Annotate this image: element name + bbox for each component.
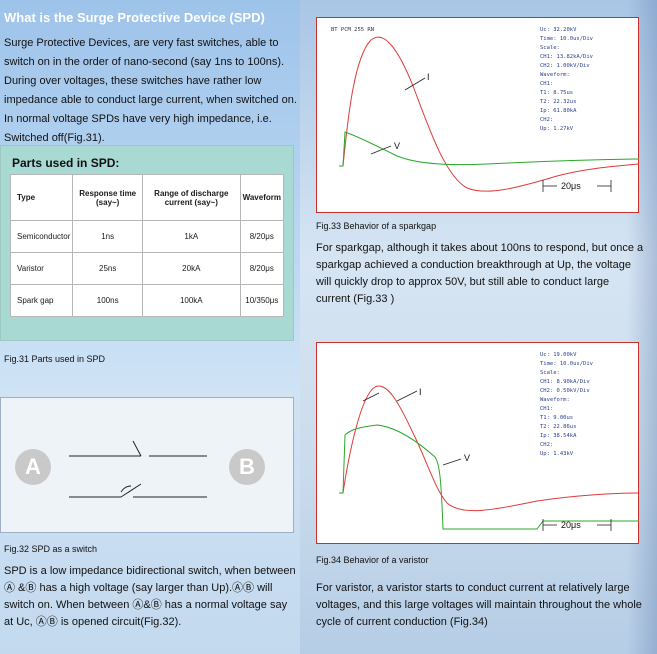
terminal-b-badge: B xyxy=(229,449,265,485)
oscilloscope-sparkgap: BT PCM 255 RN I V 20μs Uc: 32.20kV Time: … xyxy=(316,17,640,213)
current-trace xyxy=(342,36,640,192)
oscilloscope-varistor: I V 20μs Uc: 19.00kV Time: 10.0us/Div Scal… xyxy=(316,342,640,544)
voltage-label: V xyxy=(394,141,400,151)
switch-lines xyxy=(69,440,207,498)
sparkgap-waveform: I V 20μs xyxy=(339,36,640,192)
table-header: Response time (say~) xyxy=(72,174,143,221)
parts-table: Type Response time (say~) Range of disch… xyxy=(9,174,285,317)
time-marker: 20μs xyxy=(561,181,581,191)
scope-readout: Uc: 32.20kV Time: 10.0us/Div Scale: CH1: 1… xyxy=(540,27,593,132)
voltage-trace xyxy=(339,131,640,167)
table-cell: 1ns xyxy=(72,220,143,253)
current-label: I xyxy=(427,72,430,82)
table-header-row: Type Response time (say~) Range of disch… xyxy=(9,174,285,221)
table-row: Spark gap 100ns 100kA 10/350μs xyxy=(9,284,285,317)
current-label: I xyxy=(419,387,422,397)
table-cell: 25ns xyxy=(72,252,143,285)
page-heading: What is the Surge Protective Device (SPD… xyxy=(4,10,265,25)
table-cell: 8/20μs xyxy=(239,252,285,285)
fig32-caption: Fig.32 SPD as a switch xyxy=(4,544,98,554)
fig33-caption: Fig.33 Behavior of a sparkgap xyxy=(316,221,437,231)
table-cell: 1kA xyxy=(142,220,241,253)
table-cell: 8/20μs xyxy=(239,220,285,253)
table-cell: 20kA xyxy=(142,252,241,285)
time-marker: 20μs xyxy=(561,520,581,530)
table-cell: 100ns xyxy=(72,284,143,317)
table-cell: 10/350μs xyxy=(239,284,285,317)
fig34-caption: Fig.34 Behavior of a varistor xyxy=(316,555,429,565)
terminal-a-badge: A xyxy=(15,449,51,485)
current-trace xyxy=(342,385,640,512)
table-cell: Varistor xyxy=(9,252,74,285)
voltage-label: V xyxy=(464,453,470,463)
switch-diagram: A B xyxy=(0,397,294,533)
scope-header: BT PCM 255 RN xyxy=(331,27,375,33)
table-header: Type xyxy=(9,174,74,221)
fig34-paragraph: For varistor, a varistor starts to condu… xyxy=(316,582,642,628)
parts-title: Parts used in SPD: xyxy=(12,156,120,170)
table-row: Varistor 25ns 20kA 8/20μs xyxy=(9,252,285,285)
table-cell: Spark gap xyxy=(9,284,74,317)
table-cell: 100kA xyxy=(142,284,241,317)
voltage-trace xyxy=(339,424,639,530)
intro-paragraph: Surge Protective Devices, are very fast … xyxy=(4,37,297,144)
varistor-waveform: I V 20μs xyxy=(339,385,640,531)
fig33-paragraph: For sparkgap, although it takes about 10… xyxy=(316,242,644,305)
table-header: Waveform xyxy=(239,174,285,221)
table-cell: Semiconductor xyxy=(9,220,74,253)
scope-readout: Uc: 19.00kV Time: 10.0us/Div Scale: CH1: 8… xyxy=(540,352,593,457)
table-row: Semiconductor 1ns 1kA 8/20μs xyxy=(9,220,285,253)
fig32-paragraph: SPD is a low impedance bidirectional swi… xyxy=(4,565,296,628)
table-header: Range of discharge current (say~) xyxy=(142,174,241,221)
fig31-caption: Fig.31 Parts used in SPD xyxy=(4,354,106,364)
